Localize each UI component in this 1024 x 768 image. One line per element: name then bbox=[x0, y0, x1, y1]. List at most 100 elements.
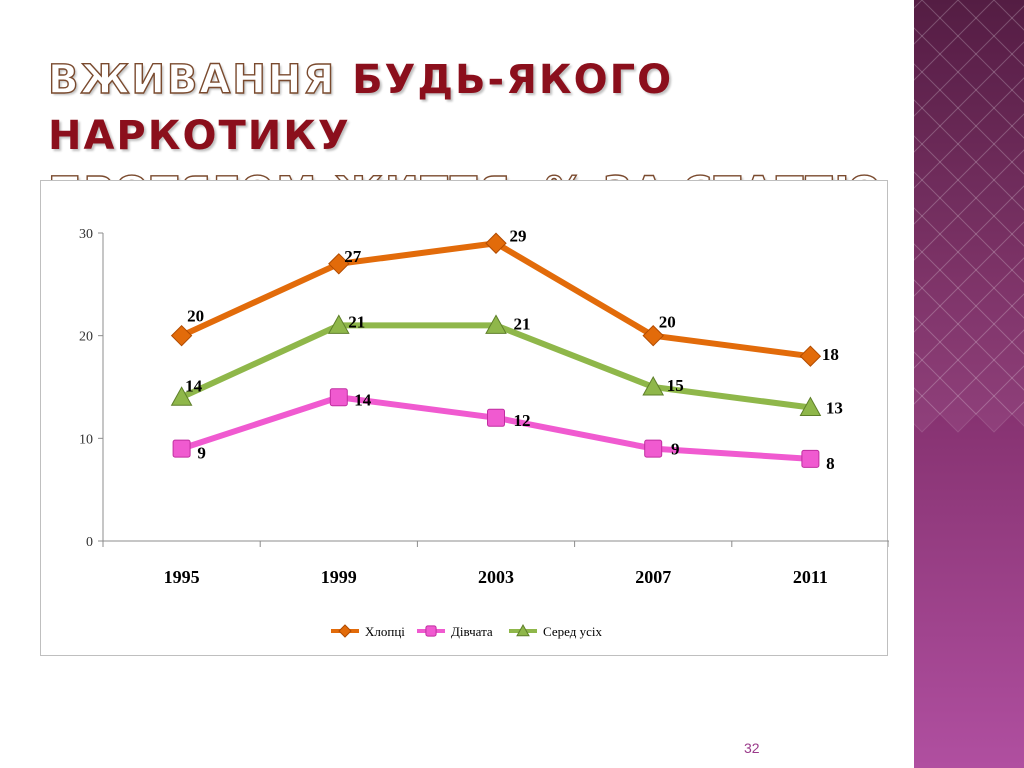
pattern-diamond bbox=[921, 125, 959, 163]
data-label: 29 bbox=[510, 226, 527, 245]
pattern-diamond bbox=[1011, 221, 1024, 247]
pattern-diamond bbox=[914, 143, 941, 181]
data-point bbox=[644, 439, 663, 458]
pattern-diamond bbox=[957, 53, 995, 91]
pattern-diamond bbox=[975, 35, 1013, 73]
pattern-diamond bbox=[975, 395, 1013, 433]
data-label: 14 bbox=[185, 376, 203, 395]
data-label: 27 bbox=[344, 247, 362, 266]
pattern-diamond bbox=[939, 359, 977, 397]
pattern-diamond bbox=[939, 323, 977, 361]
pattern-diamond bbox=[914, 359, 941, 397]
legend-marker bbox=[516, 623, 530, 637]
data-label: 8 bbox=[826, 454, 835, 473]
pattern-diamond bbox=[914, 279, 923, 297]
pattern-diamond bbox=[957, 125, 995, 163]
legend-marker bbox=[425, 625, 437, 637]
y-tick-label: 30 bbox=[79, 227, 93, 242]
pattern-diamond bbox=[921, 233, 959, 271]
pattern-diamond bbox=[914, 171, 923, 189]
pattern-diamond bbox=[921, 377, 959, 415]
data-point bbox=[485, 314, 507, 334]
x-tick-label: 2003 bbox=[478, 567, 514, 587]
chart-frame: 0 10 20 30 1995 1999 2003 2007 2011 20 27 29 20 18 9 14… bbox=[40, 180, 889, 656]
pattern-diamond bbox=[914, 351, 923, 369]
x-tick-label: 2007 bbox=[635, 567, 671, 587]
pattern-diamond bbox=[939, 71, 977, 109]
title-part-1: ВЖИВАННЯ bbox=[47, 56, 353, 103]
pattern-diamond bbox=[914, 0, 923, 9]
series-line bbox=[178, 394, 814, 462]
pattern-diamond bbox=[957, 161, 995, 199]
pattern-diamond bbox=[975, 359, 1013, 397]
pattern-diamond bbox=[914, 395, 941, 433]
pattern-diamond bbox=[914, 287, 941, 325]
data-label: 13 bbox=[826, 399, 843, 418]
data-point bbox=[328, 253, 350, 275]
pattern-diamond bbox=[993, 341, 1024, 379]
pattern-diamond bbox=[957, 377, 995, 415]
pattern-diamond bbox=[914, 107, 941, 145]
pattern-diamond bbox=[914, 63, 923, 81]
pattern-diamond bbox=[939, 35, 977, 73]
pattern-diamond bbox=[914, 27, 923, 45]
legend-marker bbox=[338, 624, 352, 638]
data-label: 15 bbox=[667, 376, 684, 395]
pattern-diamond bbox=[975, 287, 1013, 325]
pattern-diamond bbox=[914, 251, 941, 289]
data-point bbox=[172, 439, 191, 458]
y-tick-label: 0 bbox=[86, 535, 93, 550]
data-point bbox=[642, 324, 664, 347]
pattern-diamond bbox=[1011, 329, 1024, 355]
pattern-diamond bbox=[993, 377, 1024, 415]
y-tick-label: 10 bbox=[79, 432, 93, 447]
title-part-2: БУДЬ-ЯКОГО НАРКОТИКУ bbox=[48, 57, 674, 159]
pattern-diamond bbox=[957, 269, 995, 307]
data-point bbox=[642, 375, 665, 396]
pattern-diamond bbox=[914, 71, 941, 109]
data-point bbox=[487, 408, 505, 427]
line-chart: 0 10 20 30 1995 1999 2003 2007 2011 20 27 29 20 18 9 14… bbox=[79, 226, 889, 639]
pattern-diamond bbox=[939, 287, 977, 325]
data-point bbox=[170, 386, 193, 406]
pattern-diamond bbox=[975, 0, 1013, 37]
pattern-diamond bbox=[939, 0, 977, 37]
pattern-diamond bbox=[914, 387, 923, 405]
data-label: 9 bbox=[671, 440, 680, 459]
pattern-diamond bbox=[914, 99, 923, 117]
page-number: 32 bbox=[744, 740, 760, 756]
pattern-diamond bbox=[939, 251, 977, 289]
pattern-diamond bbox=[993, 0, 1024, 19]
pattern-diamond bbox=[1011, 77, 1024, 103]
pattern-diamond bbox=[993, 233, 1024, 271]
x-tick-label: 1995 bbox=[164, 567, 200, 587]
pattern-diamond bbox=[975, 251, 1013, 289]
data-point bbox=[799, 345, 822, 367]
pattern-diamond bbox=[914, 207, 923, 225]
data-point bbox=[327, 314, 350, 334]
data-label: 18 bbox=[822, 345, 839, 364]
pattern-diamond bbox=[993, 197, 1024, 235]
pattern-diamond bbox=[975, 71, 1013, 109]
pattern-diamond bbox=[1011, 149, 1024, 175]
data-point bbox=[485, 232, 507, 254]
pattern-diamond bbox=[914, 0, 941, 37]
pattern-diamond bbox=[921, 161, 959, 199]
pattern-diamond bbox=[939, 107, 977, 145]
pattern-diamond bbox=[957, 341, 995, 379]
pattern-diamond bbox=[914, 135, 923, 153]
pattern-diamond bbox=[993, 89, 1024, 127]
pattern-diamond bbox=[957, 17, 995, 55]
pattern-diamond bbox=[957, 233, 995, 271]
data-point bbox=[799, 396, 822, 417]
series-line bbox=[178, 322, 814, 411]
data-point bbox=[170, 324, 193, 347]
pattern-diamond bbox=[993, 161, 1024, 199]
decorative-side-panel bbox=[914, 0, 1024, 768]
pattern-diamond bbox=[975, 143, 1013, 181]
pattern-diamond bbox=[921, 341, 959, 379]
pattern-diamond bbox=[914, 315, 923, 333]
data-label: 21 bbox=[348, 312, 365, 331]
pattern-diamond bbox=[939, 215, 977, 253]
pattern-diamond bbox=[914, 179, 941, 217]
